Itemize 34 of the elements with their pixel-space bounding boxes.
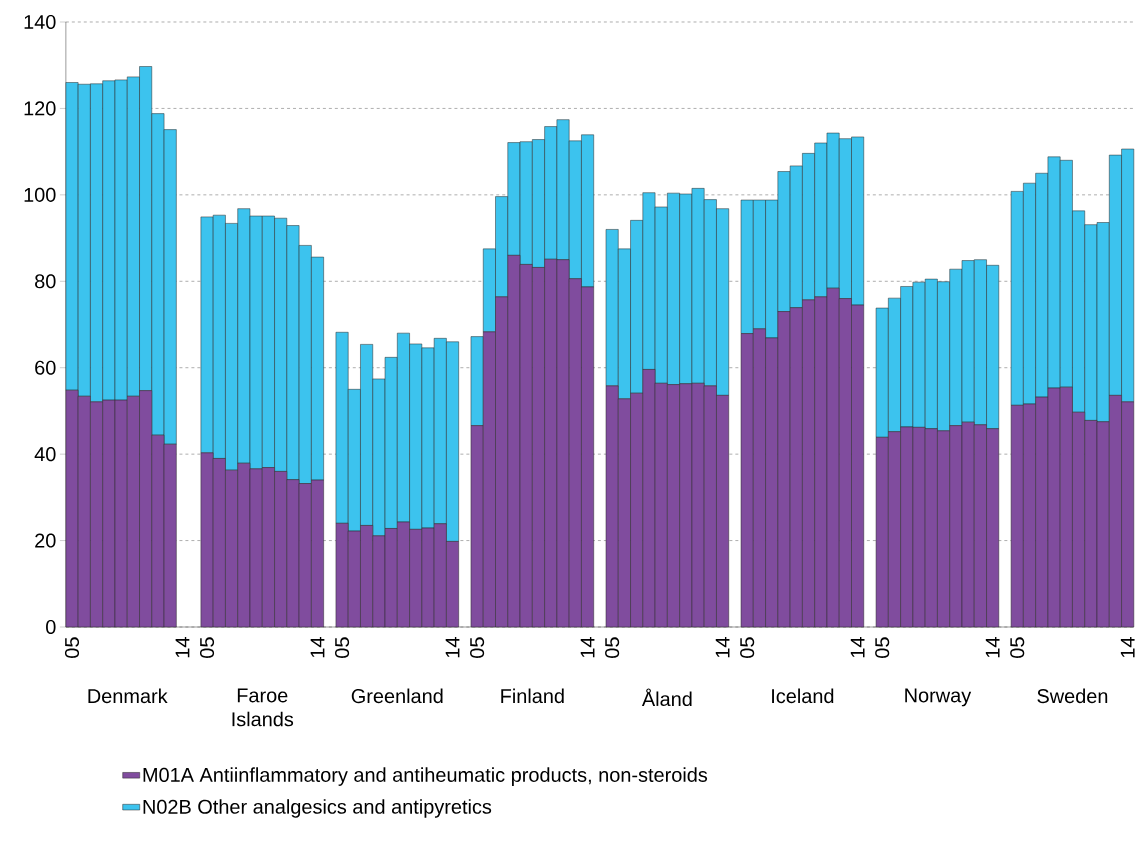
text: Finland (501, 688, 564, 704)
text: Norway (905, 688, 972, 707)
x-tick-label: 14 (1120, 637, 1135, 658)
x-tick-label: 14 (580, 637, 595, 658)
y-tick-label: 140 (24, 14, 56, 30)
x-tick-label: 05 (740, 637, 755, 658)
text: Iceland (772, 688, 834, 704)
legend-label: M01A Antiinflammatory and antiheumatic products, non-steroids (143, 767, 708, 786)
text: Åland (641, 688, 692, 707)
x-tick-label: 05 (470, 637, 485, 658)
x-tick-label: 14 (310, 637, 325, 658)
text: Faroe Islands (232, 688, 294, 727)
y-tick-label: 60 (35, 360, 56, 375)
y-tick-label: 80 (35, 274, 56, 289)
text: Sweden (1037, 688, 1108, 704)
x-tick-label: 05 (335, 637, 350, 658)
x-tick-label: 14 (985, 637, 1000, 658)
x-tick-label: 14 (445, 637, 460, 658)
text: Denmark (88, 688, 168, 704)
x-tick-label: 14 (715, 637, 730, 658)
x-tick-label: 05 (1010, 637, 1025, 658)
x-tick-label: 05 (199, 637, 215, 658)
x-tick-label: 05 (64, 637, 80, 658)
y-tick-label: 20 (35, 533, 56, 548)
legend-label: N02B Other analgesics and antipyretics (143, 799, 492, 818)
y-tick-label: 100 (24, 187, 56, 202)
y-tick-label: 0 (46, 619, 56, 635)
x-tick-label: 14 (175, 637, 190, 658)
y-tick-label: 120 (24, 101, 56, 116)
x-tick-label: 14 (850, 637, 865, 658)
x-tick-label: 05 (605, 637, 620, 658)
text: Greenland (351, 688, 443, 704)
x-tick-label: 05 (875, 637, 890, 658)
y-tick-label: 40 (34, 447, 56, 462)
